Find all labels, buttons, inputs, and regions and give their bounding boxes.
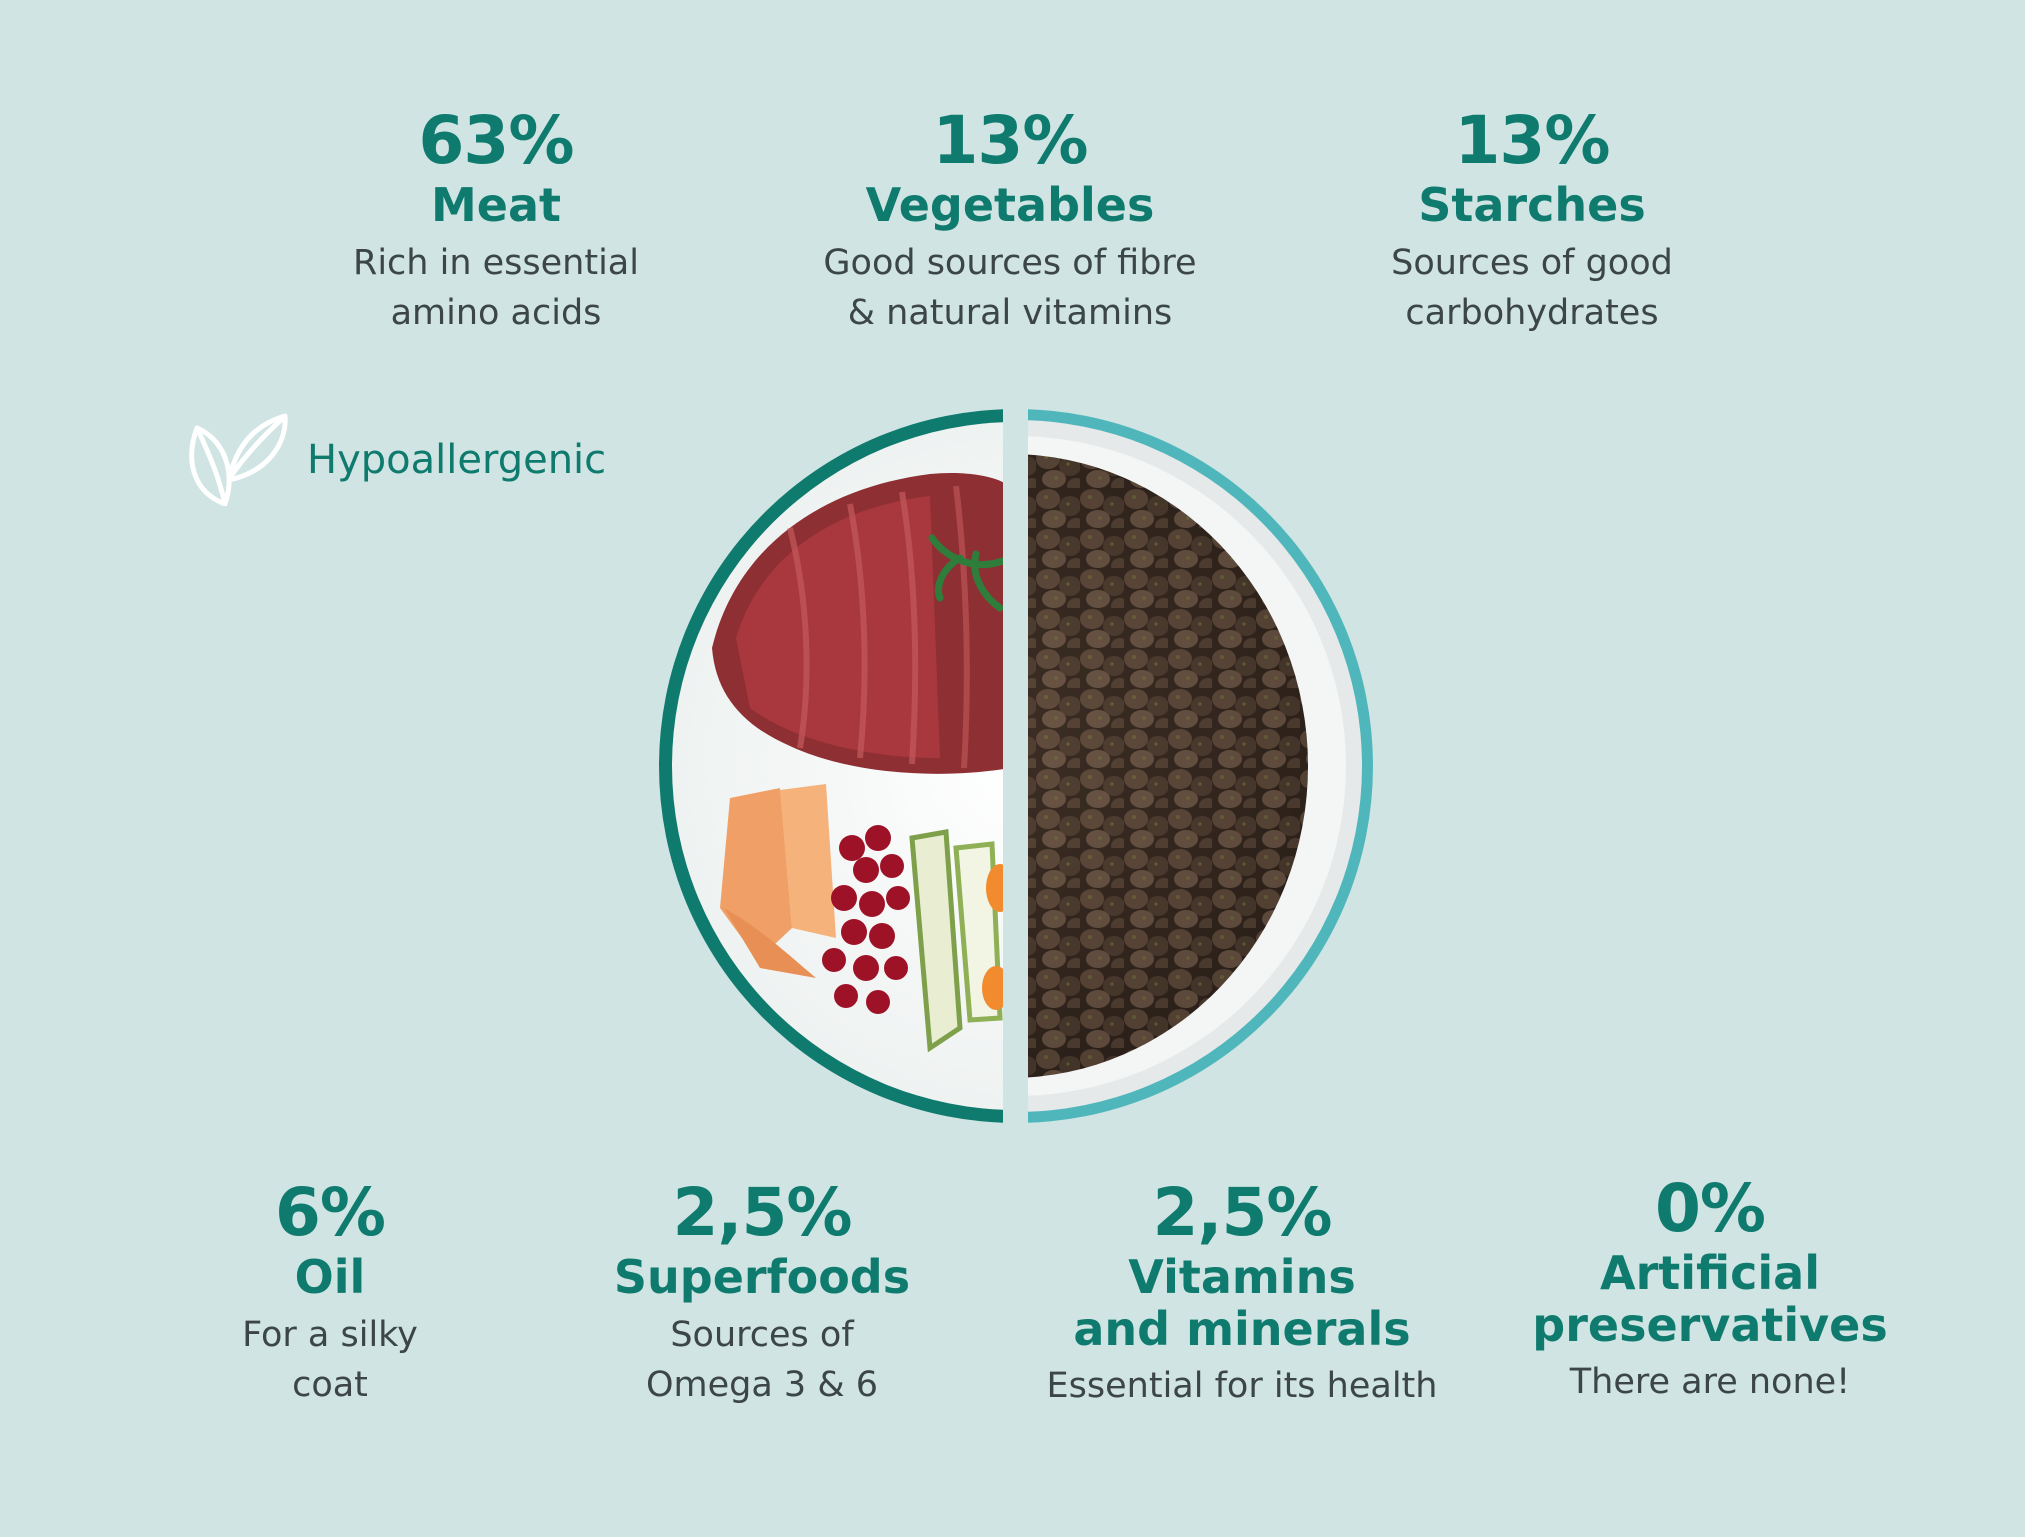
- food-bowl-illustration: [640, 408, 1392, 1124]
- stat-percent: 2,5%: [672, 1174, 852, 1251]
- stat-superfoods: 2,5% Superfoods Sources of Omega 3 & 6: [562, 1180, 962, 1411]
- stat-name-line2: preservatives: [1532, 1297, 1888, 1352]
- stat-vegetables: 13% Vegetables Good sources of fibre & n…: [760, 108, 1260, 339]
- stat-vitamins-minerals: 2,5% Vitamins and minerals Essential for…: [1012, 1180, 1472, 1412]
- stat-name-line1: Artificial: [1600, 1246, 1820, 1300]
- stat-desc-line2: coat: [292, 1365, 368, 1406]
- stat-percent: 13%: [1454, 102, 1611, 179]
- stat-percent: 13%: [932, 102, 1089, 179]
- stat-percent: 0%: [1654, 1170, 1766, 1247]
- stat-name: Superfoods: [613, 1250, 911, 1304]
- stat-name: Oil: [294, 1250, 366, 1304]
- stat-desc-line1: Sources of good: [1391, 242, 1673, 283]
- stat-desc-line2: amino acids: [390, 293, 602, 334]
- stat-starches: 13% Starches Sources of good carbohydrat…: [1332, 108, 1732, 339]
- stat-artificial-preservatives: 0% Artificial preservatives There are no…: [1490, 1176, 1930, 1408]
- stat-percent: 6%: [274, 1174, 386, 1251]
- stat-desc-line2: & natural vitamins: [847, 293, 1173, 334]
- stat-name: Starches: [1418, 178, 1646, 232]
- stat-desc-line1: For a silky: [242, 1314, 418, 1355]
- stat-meat: 63% Meat Rich in essential amino acids: [296, 108, 696, 339]
- stat-desc-line1: Good sources of fibre: [823, 242, 1197, 283]
- hypoallergenic-label: Hypoallergenic: [307, 437, 607, 483]
- stat-name-line2: and minerals: [1073, 1301, 1411, 1356]
- stat-oil: 6% Oil For a silky coat: [180, 1180, 480, 1411]
- stat-desc-line2: carbohydrates: [1405, 293, 1659, 334]
- stat-percent: 2,5%: [1152, 1174, 1332, 1251]
- fresh-food-half: [659, 409, 1003, 1123]
- stat-desc-line1: Rich in essential: [353, 242, 639, 283]
- hypoallergenic-badge: Hypoallergenic: [185, 410, 606, 510]
- leaf-icon: [185, 410, 289, 510]
- stat-desc-line1: Sources of: [670, 1314, 854, 1355]
- stat-name: Meat: [430, 178, 561, 232]
- stat-desc-line2: Omega 3 & 6: [645, 1365, 879, 1406]
- stat-desc-line1: Essential for its health: [1046, 1366, 1438, 1407]
- stat-name: Vegetables: [865, 178, 1155, 232]
- stat-percent: 63%: [418, 102, 575, 179]
- stat-name-line1: Vitamins: [1128, 1250, 1356, 1304]
- kibble-half: [1028, 409, 1373, 1123]
- stat-desc-line1: There are none!: [1569, 1362, 1851, 1403]
